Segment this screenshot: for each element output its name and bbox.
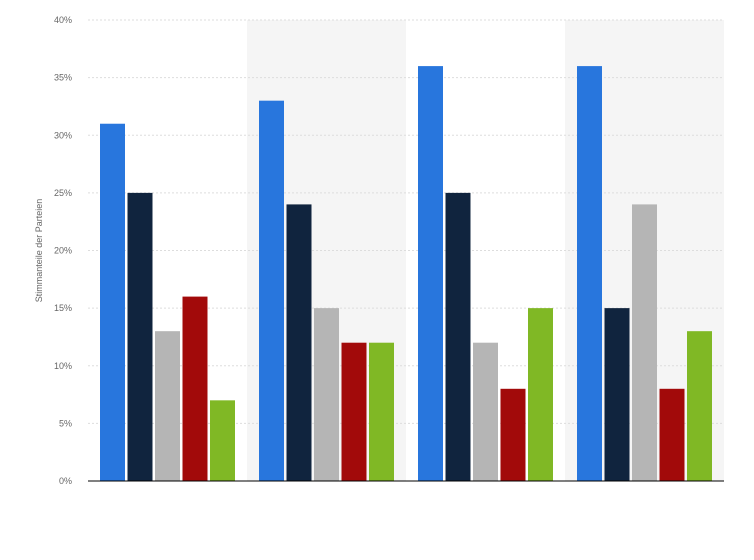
y-tick-label: 40% [54, 15, 72, 25]
y-tick-label: 0% [59, 476, 72, 486]
y-tick-label: 15% [54, 303, 72, 313]
bar[interactable] [341, 342, 367, 481]
bar[interactable] [369, 342, 394, 481]
bar[interactable] [687, 331, 712, 481]
y-tick-label: 5% [59, 418, 72, 428]
y-tick-label: 35% [54, 73, 72, 83]
y-tick-label: 30% [54, 130, 72, 140]
bar[interactable] [445, 192, 471, 481]
bar[interactable] [127, 192, 153, 481]
bar[interactable] [182, 296, 208, 481]
y-axis-title: Stimmanteile der Parteien [34, 199, 44, 303]
bar[interactable] [659, 388, 685, 481]
bar[interactable] [500, 388, 526, 481]
bar[interactable] [259, 100, 284, 482]
bar[interactable] [418, 66, 443, 481]
bar[interactable] [632, 204, 657, 481]
bar[interactable] [286, 204, 312, 481]
y-tick-label: 25% [54, 188, 72, 198]
y-tick-label: 20% [54, 246, 72, 256]
y-axis-ticks: 0% 5% 10% 15% 20% 25% 30% 35% 40% [54, 15, 72, 486]
bar[interactable] [314, 308, 339, 481]
bar[interactable] [577, 66, 602, 481]
bar[interactable] [604, 308, 630, 481]
y-tick-label: 10% [54, 361, 72, 371]
bar[interactable] [210, 400, 235, 481]
bars [100, 66, 712, 482]
bar[interactable] [100, 123, 125, 481]
bar[interactable] [155, 331, 180, 481]
bar[interactable] [473, 342, 498, 481]
bar[interactable] [528, 308, 553, 481]
